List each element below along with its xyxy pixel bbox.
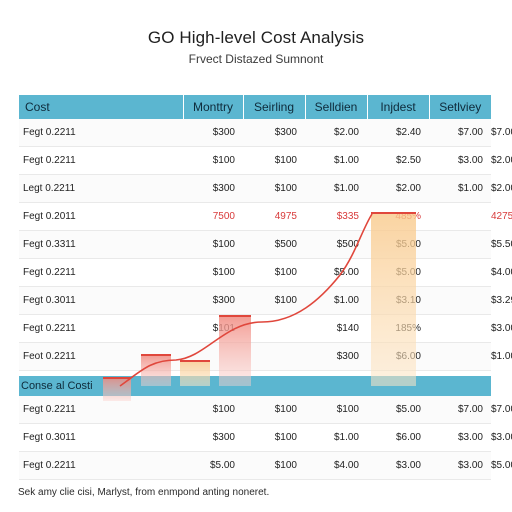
table-row[interactable]: Fegt 0.2211$100$100$1.00$2.50$3.00$2.00 (19, 146, 512, 175)
table-cell (429, 202, 491, 231)
table-cell: $100 (243, 146, 305, 175)
table-row[interactable]: Fegt 0.2211$100$100$100$5.00$7.00$7.00 (19, 396, 512, 424)
table-cell: $100 (183, 146, 243, 175)
table-cell: $3.00 (429, 423, 491, 452)
table-cell: 485% (367, 202, 429, 231)
cost-table: Cost Monttry Seirling Selldien Injdest S… (19, 95, 512, 480)
table-cell (183, 342, 243, 371)
table-row[interactable]: Fegt 0.3011$300$100$1.00$6.00$3.00$3.00 (19, 423, 512, 452)
table-cell: $6.00 (367, 423, 429, 452)
row-label: Legt 0.2211 (19, 174, 183, 203)
row-label: Fegt 0.2211 (19, 396, 183, 424)
table-cell: $100 (305, 396, 367, 424)
row-label: Fegt 0.2211 (19, 258, 183, 287)
table-row[interactable]: Feot 0.2211$300$6.00$1.00 (19, 342, 512, 371)
row-label: Fegt 0.2211 (19, 146, 183, 175)
row-label: Fegt 0.2211 (19, 451, 183, 480)
page-subtitle: Frvect Distazed Sumnont (188, 52, 324, 66)
table-cell (429, 286, 491, 315)
table-cell (243, 314, 305, 343)
row-label: Fegt 0.2011 (19, 202, 183, 231)
table-cell: $101 (183, 314, 243, 343)
table-row[interactable]: Fegt 0.2211$5.00$100$4.00$3.00$3.00$5.00 (19, 451, 512, 480)
table-cell: $5.00 (367, 230, 429, 259)
table-row[interactable]: Fegt 0.2011 7500 4975 $335 485% 4275 (19, 202, 512, 231)
table-header-row: Cost Monttry Seirling Selldien Injdest S… (19, 95, 491, 119)
table-cell: $140 (305, 314, 367, 343)
table-cell: 4975 (243, 202, 305, 231)
table-cell: $3.00 (429, 146, 491, 175)
table-cell: $5.00 (183, 451, 243, 480)
table-cell: $300 (183, 119, 243, 147)
table-cell: 185% (367, 314, 429, 343)
table-row[interactable]: Fegt 0.3311$100$500$500$5.00$5.50 (19, 230, 512, 259)
column-header[interactable]: Setlviey (428, 95, 491, 119)
table-cell: $100 (243, 286, 305, 315)
table-cell: $2.00 (305, 119, 367, 147)
table-cell: $100 (183, 230, 243, 259)
row-label: Fegt 0.3011 (19, 423, 183, 452)
table-cell: 7500 (183, 202, 243, 231)
column-header[interactable]: Selldien (304, 95, 367, 119)
table-cell: $6.00 (367, 342, 429, 371)
table-cell: $1.00 (305, 146, 367, 175)
table-cell: $2.50 (367, 146, 429, 175)
table-row[interactable]: Fegt 0.2211$100$100$5.00$5.00$4.00 (19, 258, 512, 287)
table-cell: $300 (243, 119, 305, 147)
table-cell: $300 (305, 342, 367, 371)
table-cell: $1.00 (305, 174, 367, 203)
footnote: Sek amy clie cisi, Marlyst, from enmpond… (18, 487, 270, 498)
table-cell: $100 (243, 423, 305, 452)
row-label: Fegt 0.2211 (19, 314, 183, 343)
table-cell: $1.00 (429, 174, 491, 203)
table-cell: $2.40 (367, 119, 429, 147)
table-cell: $5.00 (305, 258, 367, 287)
table-cell: $5.00 (367, 396, 429, 424)
table-cell (429, 314, 491, 343)
table-cell: $5.00 (367, 258, 429, 287)
table-cell: $1.00 (305, 286, 367, 315)
table-cell: $500 (305, 230, 367, 259)
table-cell: $3.00 (367, 451, 429, 480)
table-cell: $3.10 (367, 286, 429, 315)
table-row[interactable]: Fegt 0.3011$300$100$1.00$3.10$3.29 (19, 286, 512, 315)
row-label: Fegt 0.3311 (19, 230, 183, 259)
section-header-row: Conse al Costi (19, 376, 491, 396)
table-row[interactable]: Fegt 0.2211$300$300$2.00$2.40$7.00$7.00 (19, 119, 512, 147)
table-cell (429, 230, 491, 259)
table-cell: $300 (183, 286, 243, 315)
column-header[interactable]: Cost (19, 95, 183, 119)
table-row[interactable]: Legt 0.2211$300$100$1.00$2.00$1.00$2.00 (19, 174, 512, 203)
table-cell: $100 (243, 396, 305, 424)
row-label: Fegt 0.2211 (19, 119, 183, 147)
column-header[interactable]: Seirling (242, 95, 305, 119)
page-title: GO High-level Cost Analysis (147, 28, 365, 47)
table-cell: $300 (183, 423, 243, 452)
table-cell: $7.00 (429, 396, 491, 424)
table-cell (243, 342, 305, 371)
table-cell: $100 (243, 174, 305, 203)
table-cell: $335 (305, 202, 367, 231)
row-label: Fegt 0.3011 (19, 286, 183, 315)
table-cell: $3.00 (429, 451, 491, 480)
table-cell: $100 (183, 258, 243, 287)
table-cell: $100 (183, 396, 243, 424)
table-cell: $1.00 (305, 423, 367, 452)
table-cell: $7.00 (429, 119, 491, 147)
table-cell: $4.00 (305, 451, 367, 480)
column-header[interactable]: Injdest (366, 95, 429, 119)
section-label: Conse al Costi (19, 376, 491, 396)
table-cell: $2.00 (367, 174, 429, 203)
row-label: Feot 0.2211 (19, 342, 183, 371)
table-cell: $100 (243, 451, 305, 480)
column-header[interactable]: Monttry (182, 95, 243, 119)
table-cell: $500 (243, 230, 305, 259)
table-cell (429, 342, 491, 371)
table-cell (429, 258, 491, 287)
table-cell: $300 (183, 174, 243, 203)
table-cell: $100 (243, 258, 305, 287)
